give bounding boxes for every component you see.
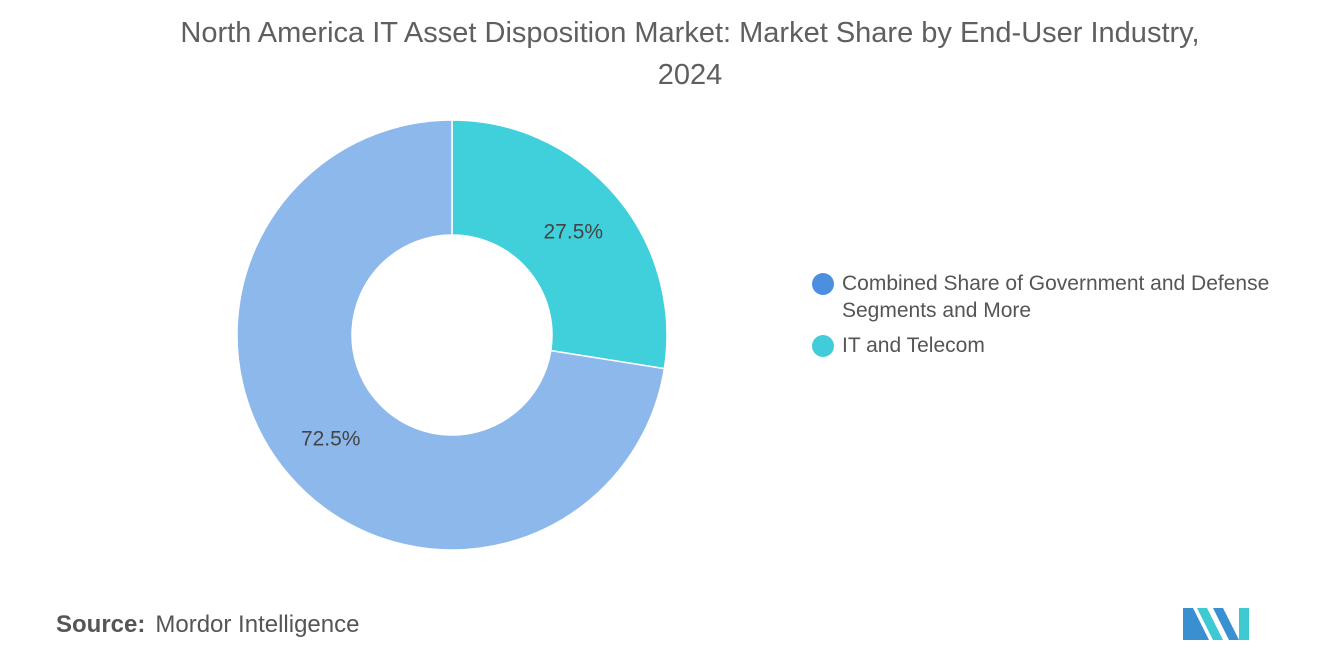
legend-label-government-defense: Combined Share of Government and Defense… [842,272,1270,322]
source-key: Source: [56,611,146,638]
chart-legend: Combined Share of Government and Defense… [812,270,1312,367]
donut-slice-combined-share-of-government-and-defense-segments-and-more [236,119,666,551]
data-label-it-and-telecom: 27.5% [544,220,604,243]
donut-slice-it-and-telecom [451,119,668,370]
legend-item-it-telecom: IT and Telecom [812,332,1312,359]
legend-swatch-it-telecom [812,335,834,357]
source-value: Mordor Intelligence [155,611,360,638]
legend-swatch-government-defense [812,273,834,295]
chart-title: North America IT Asset Disposition Marke… [180,17,1200,91]
data-label-combined-share-of-government-and-defense-segments-and-more: 72.5% [301,428,361,451]
mordor-intelligence-logo-icon [1183,608,1249,640]
legend-item-government-defense: Combined Share of Government and Defense… [812,270,1312,324]
source-note: Source: Mordor Intelligence [56,611,359,639]
legend-label-it-telecom: IT and Telecom [842,334,985,357]
